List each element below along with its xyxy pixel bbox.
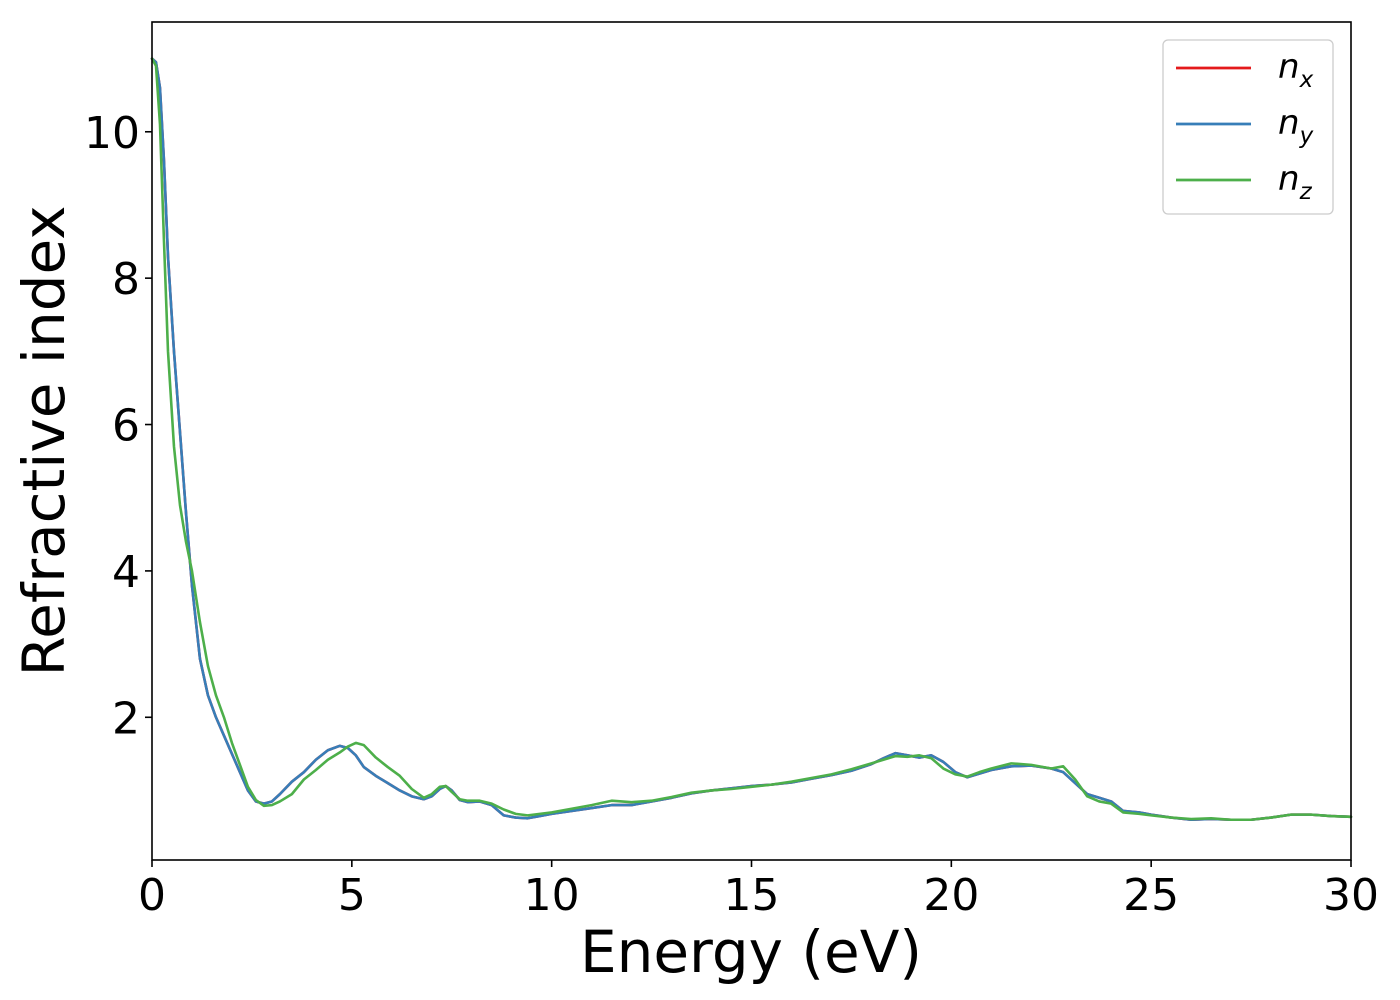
legend-box — [1162, 39, 1334, 215]
x-tick-label: 0 — [138, 870, 166, 921]
x-tick-label: 30 — [1323, 870, 1379, 921]
y-tick-label: 6 — [112, 401, 140, 452]
y-tick-label: 10 — [84, 108, 140, 159]
x-tick-label: 15 — [724, 870, 780, 921]
legend-label-nz: nz — [1278, 159, 1313, 205]
x-tick-label: 5 — [338, 870, 366, 921]
y-tick-label: 2 — [112, 693, 140, 744]
y-tick-label: 8 — [112, 254, 140, 305]
legend-label-ny: ny — [1278, 103, 1314, 149]
series-line-nz — [150, 57, 1353, 822]
x-tick-label: 20 — [923, 870, 979, 921]
x-axis-title: Energy (eV) — [580, 918, 922, 986]
plot-background — [152, 22, 1351, 860]
x-axis: 0 5 10 15 20 25 30 — [138, 860, 1379, 921]
x-tick-label: 10 — [524, 870, 580, 921]
y-axis: 2 4 6 8 10 — [84, 108, 152, 744]
y-axis-title: Refractive index — [10, 205, 78, 676]
series-layer — [150, 57, 1353, 822]
y-tick-label: 4 — [112, 547, 140, 598]
legend: nx ny nz — [1162, 39, 1334, 215]
x-tick-label: 25 — [1123, 870, 1179, 921]
legend-label-nx: nx — [1278, 47, 1314, 93]
